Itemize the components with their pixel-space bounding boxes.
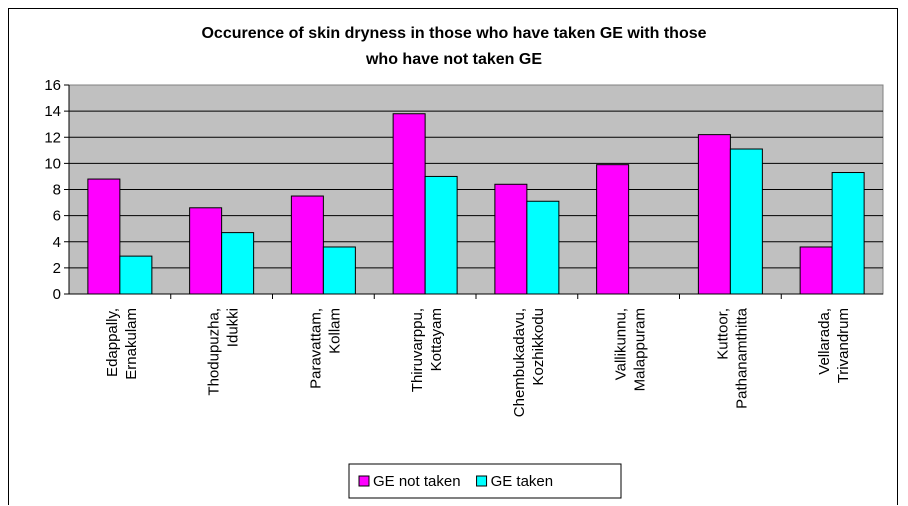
- bar-ge-not-taken: [597, 165, 629, 294]
- bar-ge-not-taken: [190, 208, 222, 294]
- bar-ge-not-taken: [393, 114, 425, 294]
- x-category-label-line: Edappally,: [104, 308, 121, 377]
- x-category-label-line: Malappuram: [632, 308, 649, 391]
- bar-ge-taken: [527, 201, 559, 294]
- y-tick-label: 12: [44, 129, 61, 146]
- bar-ge-not-taken: [291, 196, 323, 294]
- y-tick-label: 8: [53, 182, 61, 199]
- y-tick-label: 14: [44, 103, 61, 120]
- x-category-label-line: Vellarada,: [816, 308, 833, 375]
- x-category-label: Edappally, Ernakulam: [104, 308, 140, 380]
- x-category-label-line: Thiruvarppu,: [409, 308, 426, 392]
- x-category-label-line: Kottayam: [428, 308, 445, 371]
- x-category-label-line: Vallikunnu,: [613, 308, 630, 380]
- bar-ge-not-taken: [88, 179, 120, 294]
- bar-ge-taken: [832, 173, 864, 294]
- x-category-label: Chembukadavu, Kozhikkodu: [511, 308, 547, 417]
- y-tick-label: 0: [53, 286, 61, 303]
- x-category-label: Vellarada, Trivandrum: [816, 308, 852, 383]
- legend-swatch: [359, 476, 369, 486]
- x-category-label-line: Thodupuzha,: [206, 308, 223, 396]
- x-category-label-line: Kollam: [326, 308, 343, 354]
- legend-label: GE taken: [491, 473, 554, 490]
- bar-ge-taken: [120, 256, 152, 294]
- bar-ge-taken: [323, 247, 355, 294]
- bar-ge-not-taken: [698, 135, 730, 294]
- chart-title-line: who have not taken GE: [365, 51, 542, 68]
- legend-label: GE not taken: [373, 473, 461, 490]
- chart-frame: Occurence of skin dryness in those who h…: [8, 8, 898, 505]
- x-category-label-line: Chembukadavu,: [511, 308, 528, 417]
- x-category-label-line: Idukki: [225, 308, 242, 347]
- y-tick-label: 2: [53, 260, 61, 277]
- bar-ge-not-taken: [800, 247, 832, 294]
- x-category-label-line: Paravattam,: [307, 308, 324, 389]
- bar-ge-taken: [730, 149, 762, 294]
- y-tick-label: 10: [44, 155, 61, 172]
- legend-swatch: [477, 476, 487, 486]
- chart-title-line: Occurence of skin dryness in those who h…: [201, 25, 706, 42]
- bar-ge-taken: [425, 176, 457, 294]
- bar-ge-not-taken: [495, 184, 527, 294]
- bar-chart: Occurence of skin dryness in those who h…: [9, 9, 899, 506]
- x-category-label: Paravattam, Kollam: [307, 308, 343, 389]
- x-category-label: Kuttoor, Pathanamthitta: [714, 307, 750, 409]
- x-category-label: Thodupuzha, Idukki: [206, 308, 242, 396]
- x-category-label-line: Trivandrum: [835, 308, 852, 383]
- x-category-label-line: Kuttoor,: [714, 308, 731, 360]
- y-tick-label: 4: [53, 234, 61, 251]
- bar-ge-taken: [222, 233, 254, 294]
- x-category-label-line: Pathanamthitta: [733, 307, 750, 409]
- x-category-label: Vallikunnu, Malappuram: [613, 308, 649, 391]
- y-tick-label: 6: [53, 208, 61, 225]
- y-tick-label: 16: [44, 77, 61, 94]
- x-category-label-line: Ernakulam: [123, 308, 140, 380]
- x-category-label: Thiruvarppu, Kottayam: [409, 308, 445, 392]
- x-category-label-line: Kozhikkodu: [530, 308, 547, 386]
